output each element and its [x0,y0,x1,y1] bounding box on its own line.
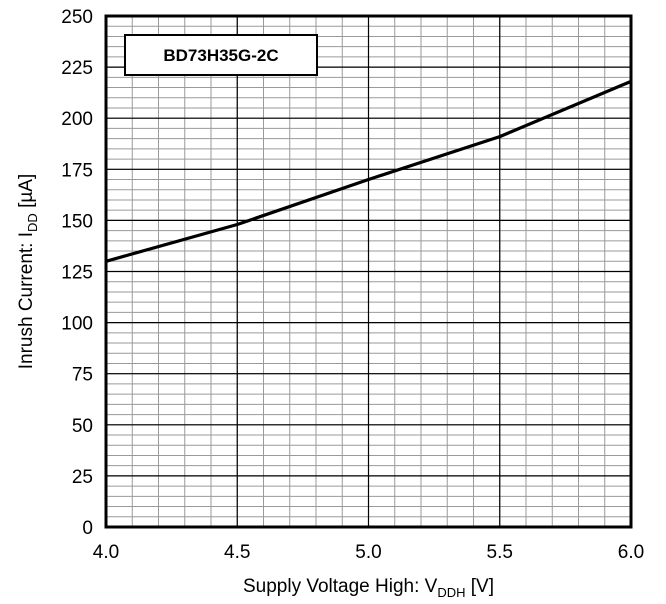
x-tick-label: 4.0 [93,542,119,563]
legend: BD73H35G-2C [124,34,318,76]
y-tick-label: 75 [72,365,93,386]
series-layer [105,79,632,263]
x-axis-title: Supply Voltage High: VDDH [V] [243,576,494,600]
y-tick-label: 100 [61,314,93,335]
y-tick-label: 125 [61,263,93,284]
y-tick-label: 25 [72,467,93,488]
y-tick-label: 0 [82,518,93,539]
y-axis-title-main: Inrush Current: I [16,232,37,369]
x-axis-title-main: Supply Voltage High: V [243,576,438,597]
y-axis-title-subscript: DD [25,213,40,232]
legend-series-label: BD73H35G-2C [163,46,278,65]
plot-frame [104,14,633,529]
x-axis-title-subscript: DDH [437,585,465,600]
x-tick-label: 4.5 [224,542,250,563]
y-tick-label: 50 [72,416,93,437]
y-tick-label: 175 [61,160,93,181]
series-line [105,79,632,263]
x-tick-label: 5.0 [355,542,381,563]
x-tick-labels: 4.0 4.5 5.0 5.5 6.0 [93,542,644,563]
y-tick-label: 225 [61,58,93,79]
y-tick-label: 250 [61,7,93,28]
x-tick-label: 6.0 [618,542,644,563]
y-tick-label: 200 [61,109,93,130]
y-axis-title: Inrush Current: IDD [µA] [16,174,40,370]
legend-box [124,34,318,76]
y-tick-labels: 0 25 50 75 100 125 150 175 200 225 250 [61,7,93,539]
y-axis-title-unit: [µA] [16,174,37,213]
y-tick-label: 150 [61,211,93,232]
x-axis-title-unit: [V] [466,576,495,597]
x-tick-label: 5.5 [487,542,513,563]
